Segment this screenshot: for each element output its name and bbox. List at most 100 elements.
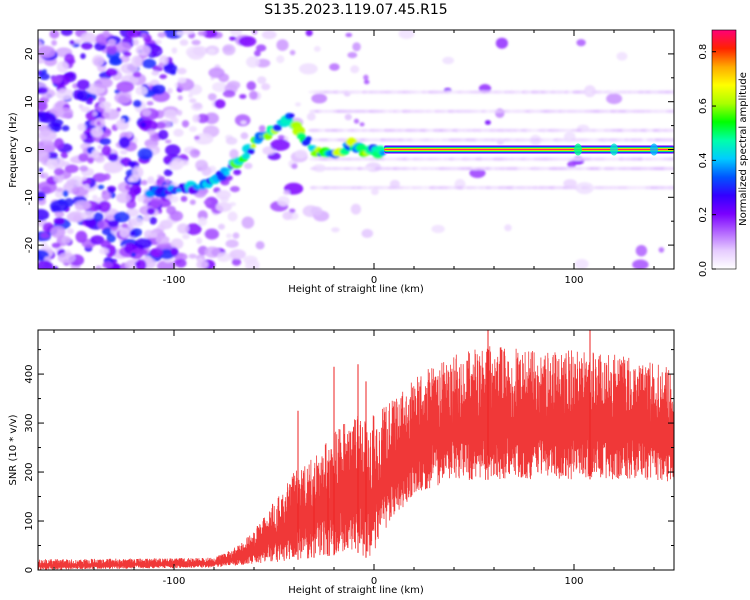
harmonic-blob	[667, 185, 674, 190]
heat-blob	[75, 180, 82, 187]
heat-blob	[231, 258, 242, 266]
heat-blob	[125, 184, 130, 190]
heat-blob	[190, 102, 203, 111]
heat-blob	[39, 73, 50, 81]
heat-blob	[159, 74, 167, 79]
heat-blob	[234, 114, 251, 127]
heat-blob	[207, 48, 216, 55]
heat-blob	[93, 212, 104, 222]
heat-blob	[130, 217, 144, 227]
y-tick-label: -10	[24, 189, 35, 205]
heat-blob	[151, 84, 166, 95]
heat-blob	[79, 165, 89, 172]
heat-blob	[88, 97, 94, 102]
heat-blob	[64, 53, 75, 64]
heat-blob	[359, 122, 365, 127]
heat-blob	[140, 179, 148, 186]
y-tick-label: 100	[24, 511, 35, 530]
y-tick-label: 10	[24, 95, 35, 108]
heat-blob	[204, 112, 219, 125]
heat-blob	[90, 127, 104, 138]
heat-blob	[91, 149, 100, 159]
heat-blob	[204, 246, 221, 258]
heat-blob	[98, 96, 106, 104]
heat-blob	[147, 129, 156, 136]
ridge-blob	[175, 188, 182, 193]
heat-blob	[101, 190, 112, 201]
heat-blob	[118, 136, 130, 149]
heat-blob	[182, 233, 190, 240]
heat-blob	[212, 82, 227, 92]
heat-blob	[215, 202, 232, 212]
harmonic-blob	[503, 157, 511, 161]
heat-blob	[350, 65, 360, 74]
heat-blob	[106, 233, 116, 243]
heat-blob	[165, 194, 174, 200]
heat-blob	[277, 135, 285, 140]
heat-blob	[77, 123, 87, 131]
harmonic-blob	[667, 138, 674, 142]
heat-blob	[126, 30, 141, 38]
heat-blob	[80, 133, 87, 141]
heat-blob	[137, 148, 153, 161]
heat-blob	[38, 209, 50, 221]
heat-blob	[107, 38, 116, 46]
heat-blob	[222, 44, 236, 56]
heat-blob	[165, 178, 170, 184]
heat-blob	[92, 173, 108, 183]
harmonic-blob	[627, 90, 636, 94]
heat-blob	[97, 184, 105, 190]
heat-blob	[305, 30, 313, 37]
heat-blob	[484, 120, 491, 125]
heat-blob	[229, 36, 237, 41]
heat-blob	[116, 192, 131, 204]
heat-blob	[74, 39, 82, 44]
heat-blob	[80, 53, 86, 60]
y-tick-label: 0	[24, 567, 35, 573]
colorbar-tick-label: 0.2	[698, 207, 709, 223]
heat-blob	[158, 62, 164, 68]
snr-x-label: Height of straight line (km)	[288, 585, 424, 596]
heat-blob	[194, 135, 200, 140]
heat-blob	[103, 161, 124, 174]
heat-blob	[132, 166, 144, 179]
heat-blob	[83, 183, 90, 190]
heat-blob	[38, 183, 42, 189]
heat-blob	[177, 77, 187, 84]
heat-blob	[207, 93, 217, 101]
colorbar-bar	[712, 30, 736, 269]
heat-blob	[177, 223, 190, 234]
harmonic-blob	[642, 138, 649, 142]
heat-blob	[149, 232, 158, 239]
heat-blob	[40, 242, 48, 249]
heat-blob	[92, 55, 105, 67]
heat-blob	[616, 52, 628, 61]
heat-blob	[142, 58, 157, 69]
heat-blob	[192, 46, 208, 56]
heat-blob	[363, 79, 370, 85]
x-tick-label: 100	[564, 275, 583, 286]
harmonic-blob	[668, 166, 674, 171]
heat-blob	[299, 63, 318, 75]
heat-blob	[42, 69, 47, 75]
heat-blob	[352, 42, 361, 52]
heat-blob	[197, 30, 207, 36]
heat-blob	[276, 55, 285, 64]
heat-blob	[225, 239, 239, 248]
heat-blob	[225, 137, 238, 145]
heat-blob	[72, 214, 82, 223]
x-tick-label: -100	[163, 576, 186, 587]
colorbar: 0.0 0.2 0.4 0.6 0.8 Normalized spectral ampl…	[698, 29, 749, 277]
heat-blob	[166, 158, 171, 164]
harmonic-blob	[324, 109, 332, 114]
heat-blob	[38, 260, 54, 269]
heat-blob	[203, 199, 212, 205]
heat-blob	[131, 55, 143, 68]
heat-blob	[180, 195, 188, 202]
heat-blob	[38, 149, 50, 162]
y-tick-label: 400	[24, 365, 35, 384]
heat-blob	[95, 265, 102, 269]
band-bump	[650, 143, 658, 156]
heat-blob	[56, 88, 74, 101]
heat-blob	[361, 228, 374, 238]
